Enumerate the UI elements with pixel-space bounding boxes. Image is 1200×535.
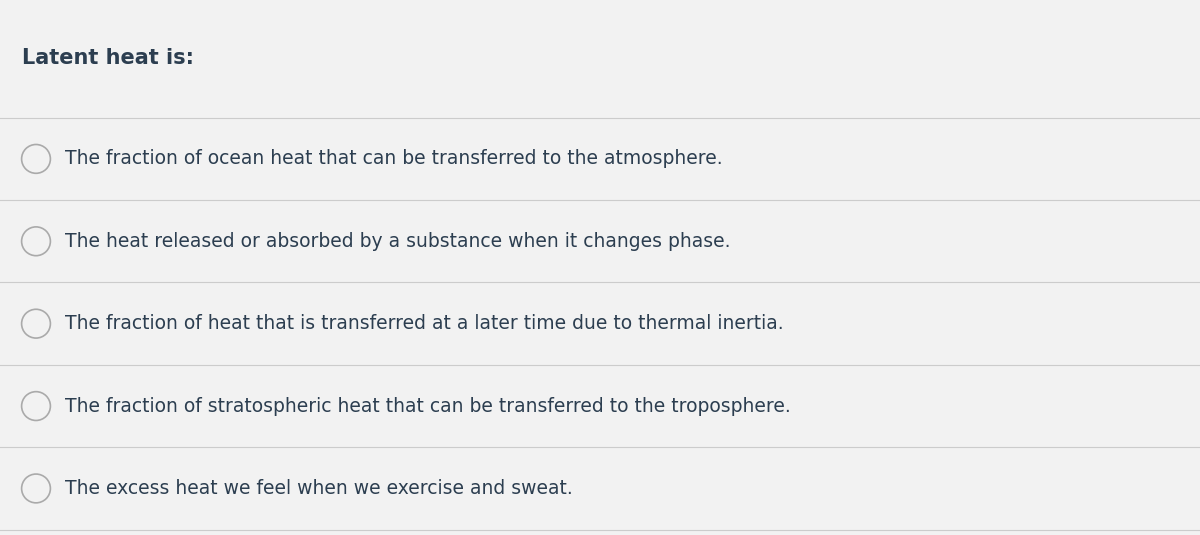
Text: The fraction of ocean heat that can be transferred to the atmosphere.: The fraction of ocean heat that can be t… (65, 149, 722, 169)
Text: The fraction of stratospheric heat that can be transferred to the troposphere.: The fraction of stratospheric heat that … (65, 396, 791, 416)
Ellipse shape (22, 474, 50, 503)
Ellipse shape (22, 392, 50, 421)
Ellipse shape (22, 227, 50, 256)
Ellipse shape (22, 309, 50, 338)
Text: The excess heat we feel when we exercise and sweat.: The excess heat we feel when we exercise… (65, 479, 572, 498)
Text: The fraction of heat that is transferred at a later time due to thermal inertia.: The fraction of heat that is transferred… (65, 314, 784, 333)
Text: The heat released or absorbed by a substance when it changes phase.: The heat released or absorbed by a subst… (65, 232, 731, 251)
Ellipse shape (22, 144, 50, 173)
Text: Latent heat is:: Latent heat is: (22, 48, 193, 68)
